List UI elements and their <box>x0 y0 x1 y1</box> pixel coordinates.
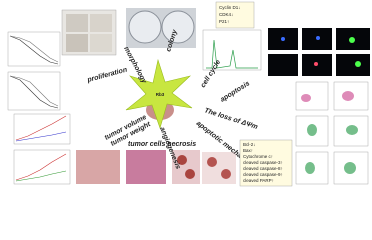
branch-label: tumor cells necrosis <box>128 141 196 148</box>
marker: Cyclin D1↓ <box>219 5 241 10</box>
tissue-image <box>76 150 120 184</box>
tumor-image <box>202 152 236 184</box>
marker: cleaved caspase-9↑ <box>243 172 283 177</box>
cluster <box>301 94 311 102</box>
cluster <box>344 162 356 174</box>
cluster <box>305 162 315 174</box>
dish <box>128 10 162 44</box>
note-box <box>239 139 293 187</box>
curve <box>15 131 67 142</box>
branch-label: apoptosis <box>219 80 251 104</box>
curve <box>9 35 59 63</box>
apoptosis-markers: Bcl-2↓ Bax↑ Cytochrome c↑ cleaved caspas… <box>239 139 293 187</box>
tumor <box>207 157 217 167</box>
plot <box>295 81 329 111</box>
proliferation-charts <box>7 31 71 185</box>
marker: cleaved PARP↑ <box>243 178 274 183</box>
curve <box>15 170 67 182</box>
photo <box>66 14 88 32</box>
curve <box>15 115 67 141</box>
marker: CDK4↓ <box>219 12 233 17</box>
cluster <box>346 125 358 135</box>
tumor-photos <box>76 100 236 184</box>
branch-label: The loss of ΔΨm <box>203 107 258 131</box>
cell-cycle-histograms <box>202 29 262 71</box>
histogram <box>206 39 258 69</box>
tumor <box>185 169 195 179</box>
cluster <box>307 124 317 136</box>
curve <box>9 35 59 65</box>
graphical-abstract: Rb3 proliferation morphology colony cell… <box>7 1 370 187</box>
morphology-photos <box>61 9 117 56</box>
cluster <box>342 91 354 101</box>
marker: P21↑ <box>219 19 229 24</box>
center-star <box>125 58 193 129</box>
cell <box>314 62 318 66</box>
photo <box>90 34 112 52</box>
cell <box>316 36 320 40</box>
chart-panel <box>7 31 61 67</box>
chart-panel <box>7 71 61 111</box>
cell <box>281 37 285 41</box>
curve <box>9 75 59 107</box>
curve <box>9 75 59 109</box>
chart-panel <box>13 149 71 185</box>
histogram-panel <box>202 29 262 71</box>
tissue-image <box>126 150 166 184</box>
photo <box>66 34 88 52</box>
flow-plots <box>295 81 369 185</box>
image <box>268 54 298 76</box>
marker: cleaved caspase-8↑ <box>243 166 283 171</box>
branch-label: proliferation <box>86 67 128 85</box>
fluorescence-images <box>268 28 370 76</box>
center-label: Rb3 <box>156 92 165 97</box>
curve <box>15 153 67 181</box>
marker: Cytochrome c↑ <box>243 154 273 159</box>
tumor <box>177 155 187 165</box>
note-box <box>215 1 255 29</box>
colony-dishes <box>126 8 196 48</box>
marker: Bcl-2↓ <box>243 142 256 147</box>
marker: Bax↑ <box>243 148 253 153</box>
cell <box>355 61 361 67</box>
marker: cleaved caspase-3↑ <box>243 160 283 165</box>
dish <box>161 10 195 44</box>
image <box>336 54 370 76</box>
tumor <box>221 169 231 179</box>
tumor-image <box>172 150 200 184</box>
cell <box>349 37 355 43</box>
cell-cycle-markers: Cyclin D1↓ CDK4↓ P21↑ <box>215 1 255 29</box>
photo <box>90 14 112 32</box>
